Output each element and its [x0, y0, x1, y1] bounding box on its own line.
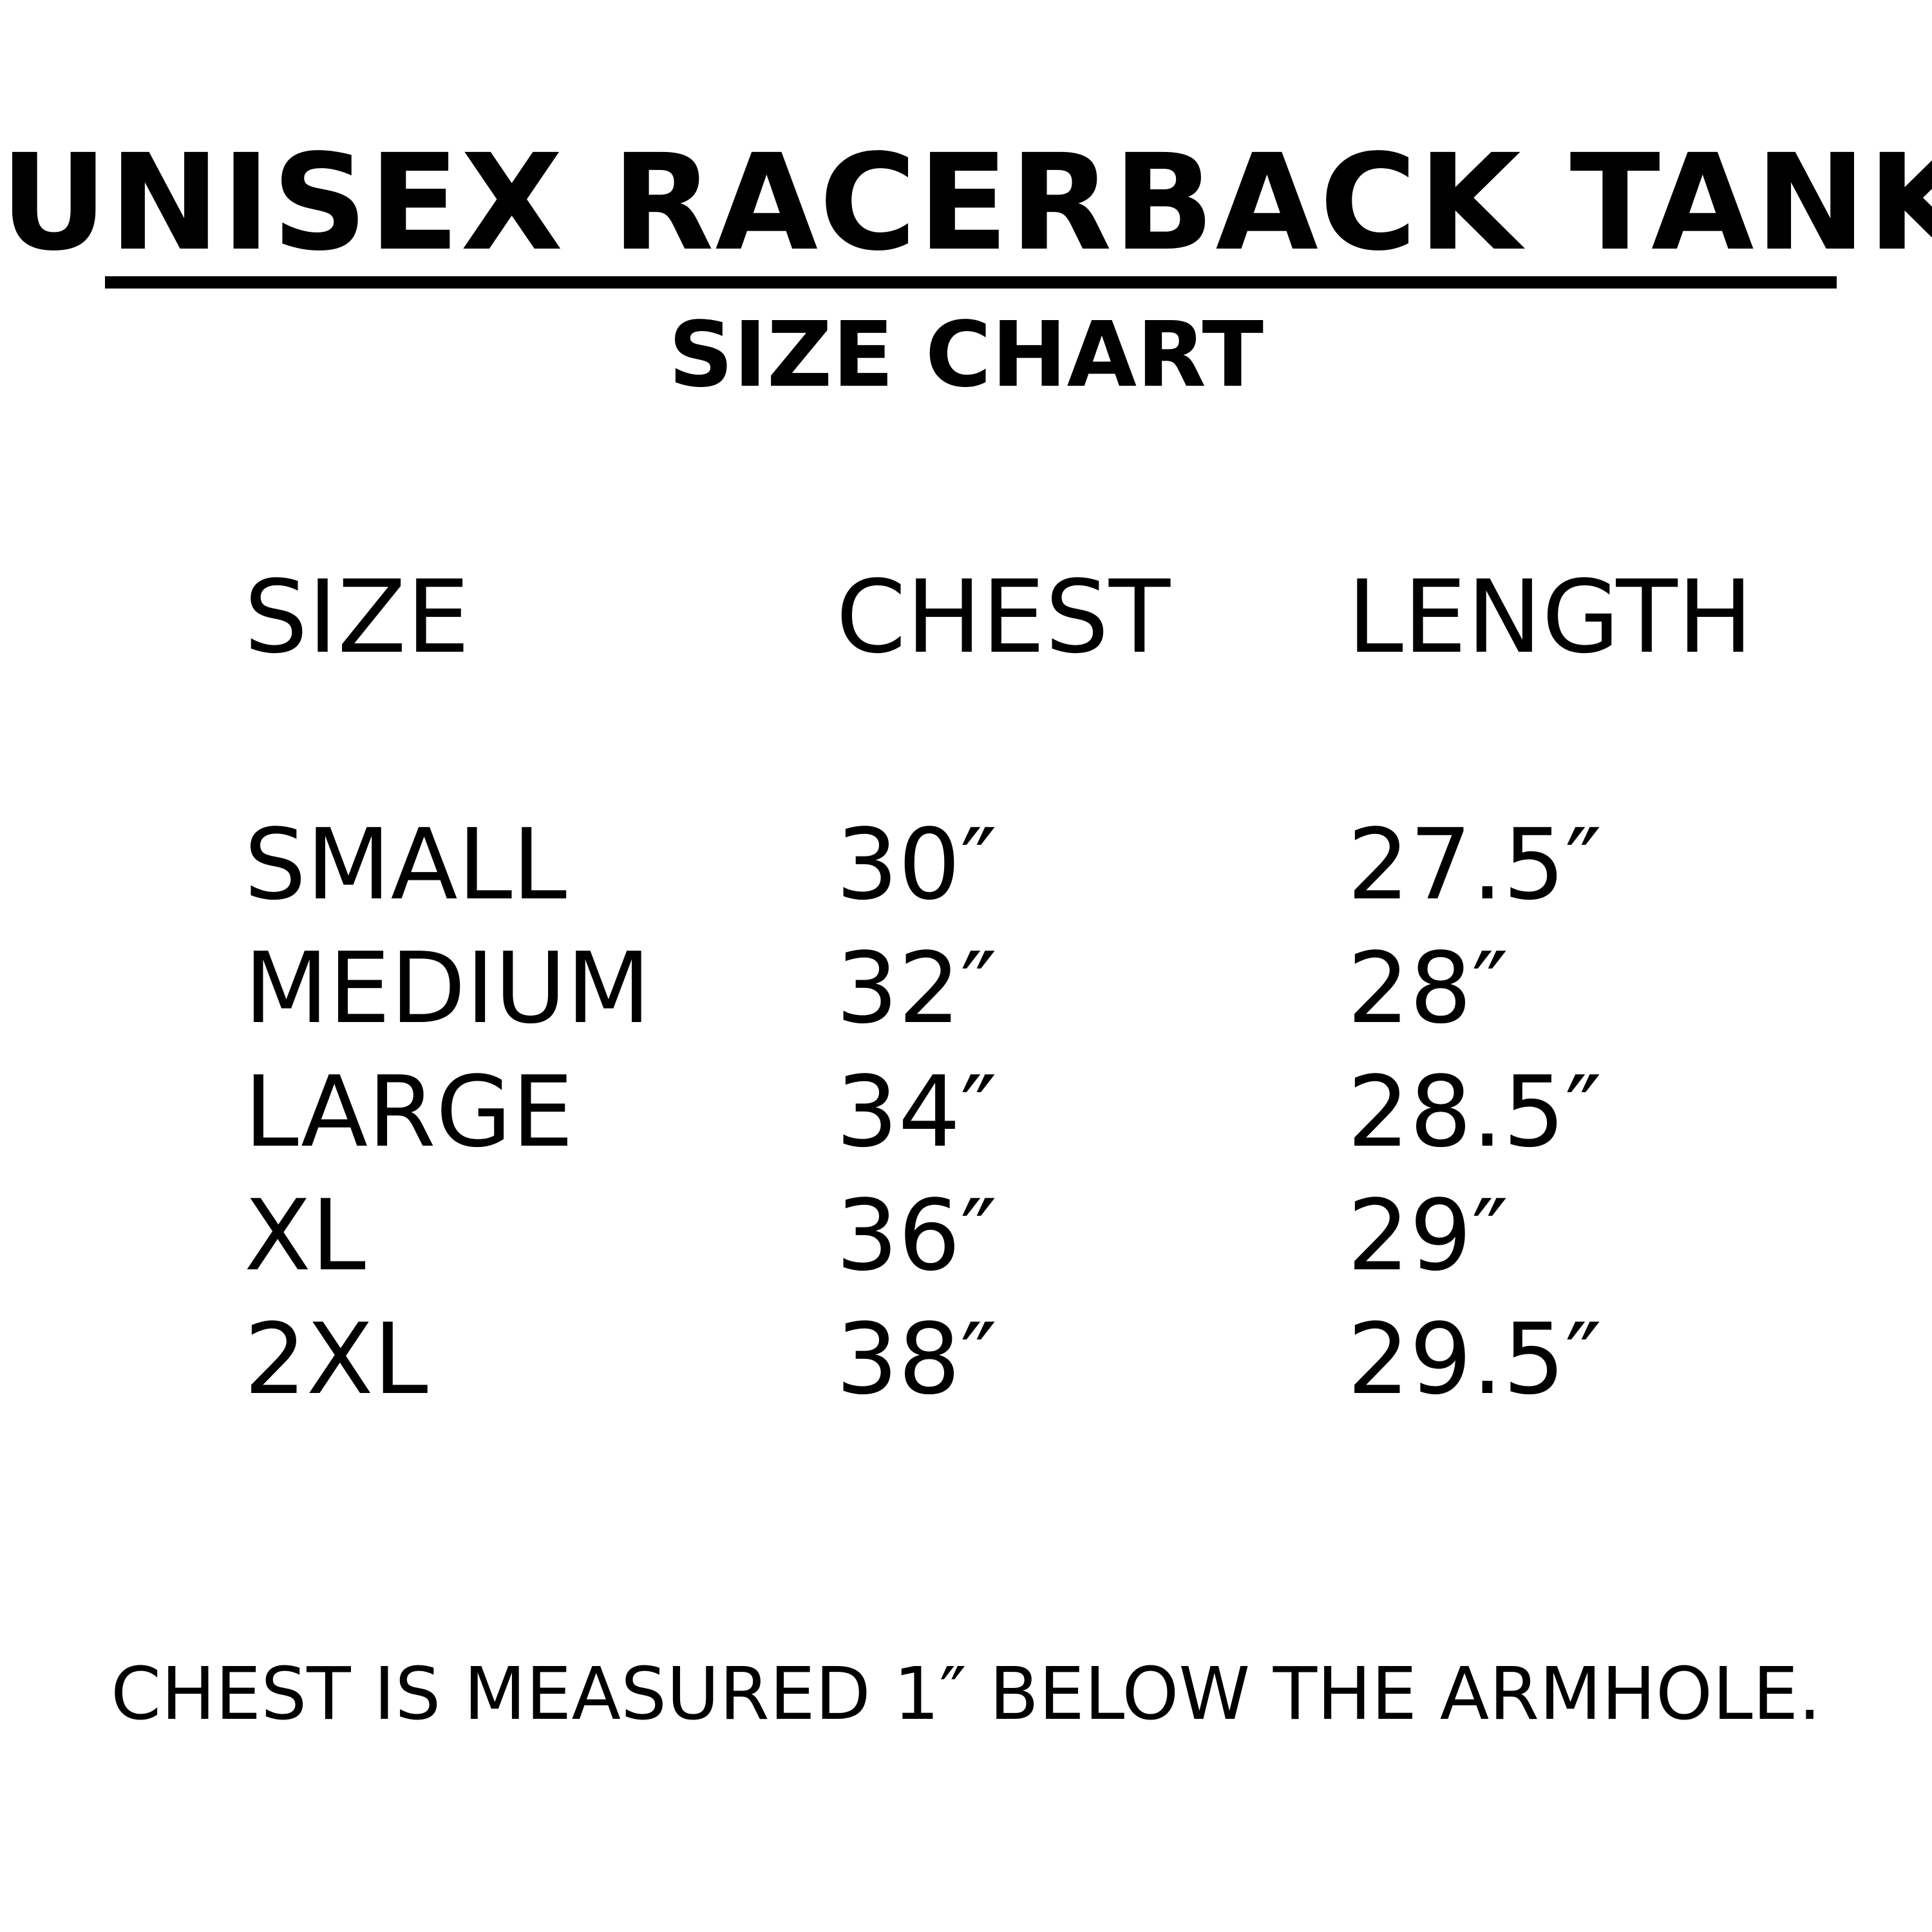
- table-row: LARGE 34″ 28.5″: [0, 1063, 1932, 1187]
- size-cell: XL: [244, 1179, 366, 1293]
- table-row: SMALL 30″ 27.5″: [0, 816, 1932, 940]
- measurement-note: CHEST IS MEASURED 1″ BELOW THE ARMHOLE.: [111, 1653, 1821, 1736]
- length-cell: 28″: [1347, 931, 1509, 1045]
- table-row: MEDIUM 32″ 28″: [0, 940, 1932, 1063]
- length-cell: 27.5″: [1347, 808, 1602, 922]
- chest-cell: 30″: [836, 808, 998, 922]
- table-row: 2XL 38″ 29.5″: [0, 1311, 1932, 1434]
- column-header-length: LENGTH: [1347, 558, 1754, 676]
- size-cell: SMALL: [244, 808, 567, 922]
- chest-cell: 38″: [836, 1302, 998, 1416]
- table-row: XL 36″ 29″: [0, 1187, 1932, 1311]
- page-title: UNISEX RACERBACK TANK: [0, 126, 1932, 280]
- chest-cell: 34″: [836, 1055, 998, 1169]
- size-cell: 2XL: [244, 1302, 428, 1416]
- column-header-size: SIZE: [244, 558, 470, 676]
- length-cell: 29″: [1347, 1179, 1509, 1293]
- column-header-chest: CHEST: [836, 558, 1171, 676]
- size-cell: MEDIUM: [244, 931, 651, 1045]
- chest-cell: 32″: [836, 931, 998, 1045]
- title-underline-divider: [105, 276, 1837, 289]
- length-cell: 29.5″: [1347, 1302, 1602, 1416]
- page-subtitle: SIZE CHART: [668, 303, 1264, 408]
- length-cell: 28.5″: [1347, 1055, 1602, 1169]
- chest-cell: 36″: [836, 1179, 998, 1293]
- size-cell: LARGE: [244, 1055, 574, 1169]
